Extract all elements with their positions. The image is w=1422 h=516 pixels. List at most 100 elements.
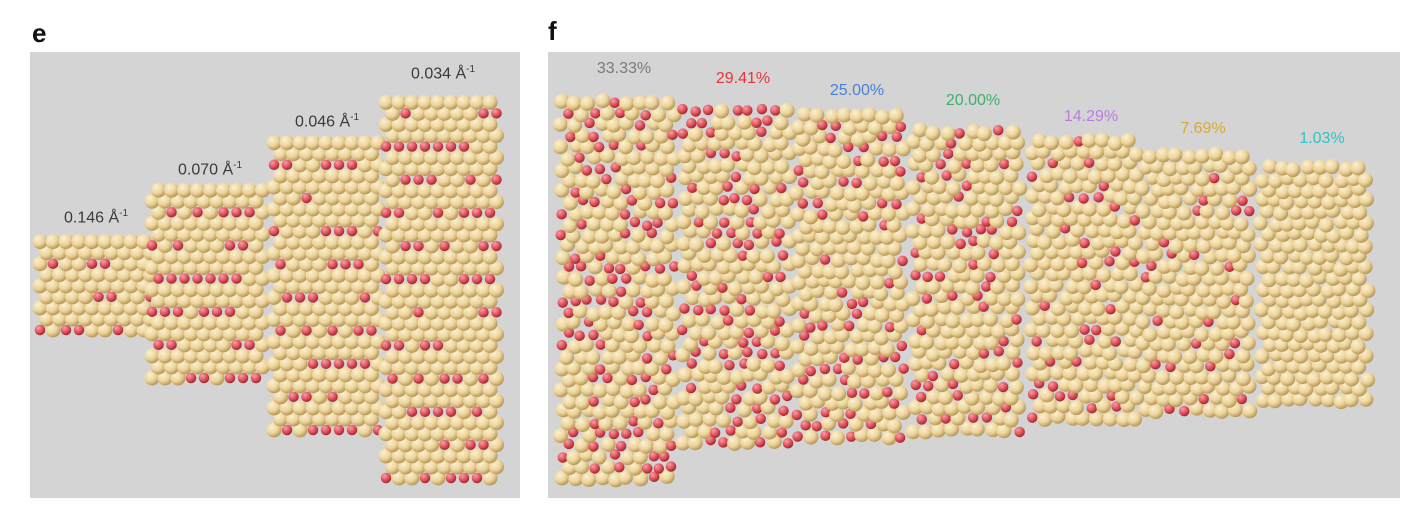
oxygen-atom — [445, 141, 457, 152]
oxygen-atom — [717, 437, 729, 448]
host-atom — [398, 326, 413, 342]
host-atom — [963, 190, 979, 206]
host-atom — [437, 348, 452, 364]
host-atom — [1148, 404, 1164, 420]
host-atom — [52, 245, 67, 261]
host-atom — [209, 193, 225, 209]
host-atom — [456, 382, 472, 398]
oxygen-atom — [812, 197, 824, 209]
host-atom — [292, 179, 308, 195]
host-atom — [1168, 392, 1184, 408]
host-atom — [391, 249, 407, 265]
host-atom — [856, 317, 872, 333]
host-atom — [639, 129, 655, 145]
host-atom — [417, 315, 433, 331]
host-atom — [183, 237, 199, 253]
host-atom — [996, 291, 1012, 307]
host-atom — [305, 179, 321, 195]
host-atom — [318, 179, 334, 195]
host-atom — [456, 227, 472, 243]
oxygen-atom — [800, 420, 811, 431]
host-atom — [566, 450, 582, 466]
host-atom — [305, 267, 321, 283]
oxygen-atom — [1230, 294, 1242, 306]
oxygen-atom — [563, 307, 574, 319]
host-atom — [32, 278, 48, 294]
host-atom — [591, 449, 607, 465]
host-atom — [443, 448, 459, 464]
host-atom — [196, 215, 212, 231]
host-atom — [1167, 257, 1183, 273]
structure-f-7 — [1252, 158, 1376, 410]
host-atom — [463, 393, 478, 409]
oxygen-atom — [666, 440, 677, 451]
host-atom — [1036, 234, 1052, 250]
host-atom — [117, 289, 132, 305]
oxygen-atom — [565, 131, 576, 143]
host-atom — [266, 245, 282, 261]
oxygen-atom — [380, 207, 392, 219]
host-atom — [882, 141, 898, 157]
host-atom — [299, 234, 314, 250]
host-atom — [573, 284, 589, 300]
host-atom — [266, 400, 282, 416]
host-atom — [417, 116, 433, 132]
host-atom — [312, 278, 327, 294]
oxygen-atom — [400, 108, 411, 119]
oxygen-atom — [654, 263, 666, 274]
host-atom — [286, 168, 301, 184]
host-atom — [351, 300, 366, 316]
oxygen-atom — [998, 158, 1010, 170]
host-atom — [937, 389, 953, 405]
oxygen-atom — [172, 306, 184, 317]
host-atom — [344, 135, 360, 151]
oxygen-atom — [478, 307, 489, 318]
host-atom — [650, 238, 666, 254]
host-atom — [658, 317, 674, 333]
host-atom — [1107, 156, 1123, 172]
host-atom — [1360, 283, 1376, 299]
oxygen-atom — [981, 412, 993, 423]
oxygen-atom — [667, 129, 678, 141]
host-atom — [874, 330, 890, 346]
oxygen-atom — [947, 224, 958, 235]
host-atom — [809, 241, 825, 257]
structure-label: 14.29% — [1064, 108, 1118, 126]
host-atom — [755, 303, 771, 319]
host-atom — [286, 278, 301, 294]
host-atom — [759, 248, 775, 264]
host-atom — [469, 293, 485, 309]
host-atom — [1070, 222, 1086, 238]
host-atom — [411, 459, 426, 475]
oxygen-atom — [346, 358, 358, 369]
oxygen-atom — [891, 198, 902, 210]
host-atom — [1142, 149, 1158, 165]
host-atom — [385, 105, 400, 121]
host-atom — [912, 147, 928, 163]
host-atom — [1324, 159, 1340, 175]
oxygen-atom — [642, 330, 653, 342]
oxygen-atom — [878, 156, 889, 167]
host-atom — [847, 396, 863, 412]
host-atom — [824, 108, 840, 124]
host-atom — [338, 300, 353, 316]
host-atom — [562, 195, 578, 211]
host-atom — [822, 218, 838, 234]
host-atom — [117, 267, 132, 283]
oxygen-atom — [1026, 412, 1038, 423]
oxygen-atom — [471, 472, 483, 484]
host-atom — [255, 337, 270, 353]
oxygen-atom — [556, 339, 568, 351]
host-atom — [331, 378, 347, 394]
host-atom — [1235, 348, 1251, 364]
host-atom — [1225, 179, 1241, 195]
host-atom — [456, 448, 472, 464]
host-atom — [1253, 302, 1269, 318]
host-atom — [676, 214, 692, 230]
host-atom — [385, 348, 400, 364]
host-atom — [992, 391, 1008, 407]
host-atom — [476, 326, 491, 342]
host-atom — [482, 337, 498, 353]
host-atom — [235, 348, 251, 364]
oxygen-atom — [705, 127, 717, 138]
